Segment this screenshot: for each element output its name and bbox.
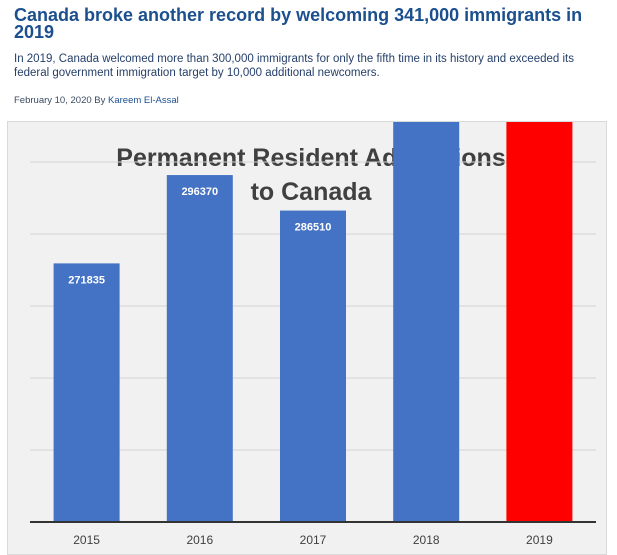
byline-prefix: By: [94, 95, 106, 106]
article-headline: Canada broke another record by welcoming…: [14, 5, 583, 42]
publish-date: February 10, 2020: [14, 95, 92, 106]
data-label-2015: 271835: [68, 274, 105, 286]
article-meta: February 10, 2020 By Kareem El-Assal: [14, 95, 179, 107]
bar-2018: [393, 122, 460, 522]
x-axis-ticks: 2015 2016 2017 2018 2019: [73, 533, 553, 547]
bar-2015: [53, 263, 120, 522]
bar-chart: Permanent Resident Admissions to Canada …: [30, 122, 596, 547]
author-link[interactable]: Kareem El-Assal: [108, 95, 179, 106]
data-label-2017: 286510: [295, 222, 332, 234]
chart-image: Permanent Resident Admissions to Canada …: [7, 121, 607, 555]
bars: 271835296370286510321055341180: [53, 122, 573, 522]
tick-label-2016: 2016: [186, 533, 213, 547]
data-label-2016: 296370: [181, 186, 218, 198]
chart-title-line-2: to Canada: [251, 178, 373, 206]
tick-label-2015: 2015: [73, 533, 100, 547]
tick-label-2019: 2019: [526, 533, 553, 547]
tick-label-2018: 2018: [413, 533, 440, 547]
bar-2017: [280, 210, 346, 522]
article-summary: In 2019, Canada welcomed more than 300,0…: [14, 53, 574, 79]
bar-2016: [166, 175, 233, 522]
bar-2019: [506, 122, 573, 522]
tick-label-2017: 2017: [300, 533, 327, 547]
